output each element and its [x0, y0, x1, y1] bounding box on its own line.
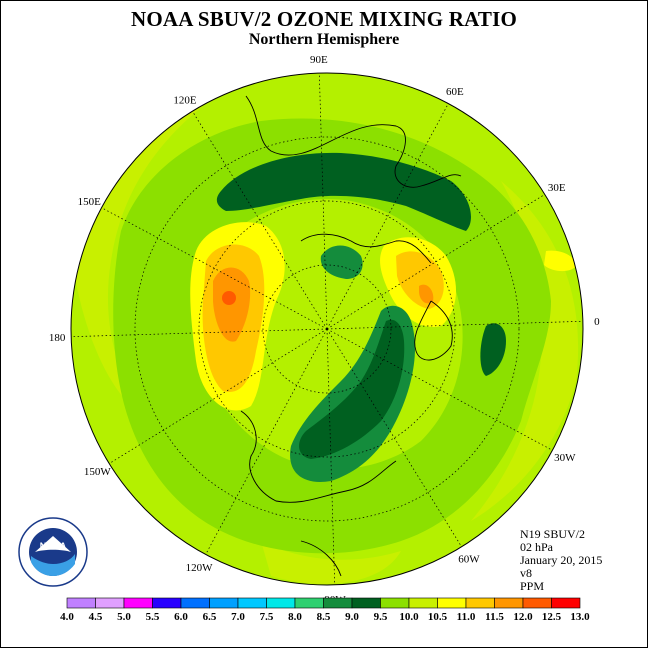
- coast-arctic: [300, 233, 432, 264]
- longitude-label: 30E: [548, 182, 566, 194]
- longitude-label: 90E: [310, 54, 328, 66]
- colorbar-cell: [494, 597, 524, 609]
- field-dark-spot-east: [480, 323, 506, 376]
- colorbar-tick-label: 6.5: [203, 611, 217, 623]
- colorbar-tick-label: 8.0: [288, 611, 302, 623]
- colorbar-tick-label: 9.0: [345, 611, 359, 623]
- colorbar-cell: [123, 597, 153, 609]
- colorbar-cell: [437, 597, 467, 609]
- logo-bird-icon: [35, 536, 71, 552]
- info-date: January 20, 2015: [520, 553, 603, 567]
- meridian-line: [205, 328, 328, 555]
- colorbar-labels: 4.0 4.5 5.0 5.5 6.0 6.5 7.0 7.5 8.0 8.5 9.0 9.5 10.0…: [60, 611, 590, 623]
- colorbar-cell: [323, 597, 353, 609]
- colorbar-cell: [152, 597, 182, 609]
- meridian-line: [326, 103, 449, 330]
- colorbar-tick-label: 4.0: [60, 611, 74, 623]
- field-light-band-south: [261, 541, 401, 584]
- longitude-label: 60E: [446, 86, 464, 98]
- colorbar-cell: [209, 597, 239, 609]
- colorbar-cell: [351, 597, 381, 609]
- field-max-west: [222, 291, 236, 305]
- meridian-line: [71, 328, 328, 338]
- colorbar-cell: [522, 597, 552, 609]
- info-satellite: N19 SBUV/2: [520, 527, 586, 541]
- colorbar-tick-label: 12.0: [513, 611, 533, 623]
- colorbar-tick-label: 7.5: [260, 611, 274, 623]
- colorbar-cell: [465, 597, 495, 609]
- colorbar-tick-label: 10.0: [399, 611, 419, 623]
- coast-north-america: [240, 410, 397, 503]
- coast-europe: [414, 300, 453, 361]
- colorbar-cell: [294, 597, 324, 609]
- page-title: NOAA SBUV/2 OZONE MIXING RATIO: [131, 7, 517, 31]
- colorbar-cell: [551, 597, 581, 609]
- latitude-circle-30: [134, 136, 520, 522]
- coast-central-america: [300, 540, 342, 577]
- meridian-line: [326, 320, 583, 330]
- latitude-circle-70: [262, 264, 392, 394]
- field-deep-orange-east: [419, 284, 434, 304]
- field-yellow-far-east: [544, 250, 576, 272]
- page-subtitle: Northern Hemisphere: [248, 31, 400, 48]
- colorbar-cells: [66, 597, 581, 609]
- latitude-circle-50: [198, 200, 456, 458]
- longitude-label: 150W: [84, 466, 112, 478]
- noaa-logo: NOAA: [17, 516, 89, 593]
- colorbar-tick-label: 5.0: [117, 611, 131, 623]
- field-dark-band-north: [216, 152, 471, 231]
- info-version: v8: [520, 566, 532, 580]
- colorbar-tick-label: 12.5: [542, 611, 562, 623]
- colorbar-tick-label: 5.5: [146, 611, 160, 623]
- colorbar-tick-label: 11.0: [457, 611, 476, 623]
- info-block: N19 SBUV/2 02 hPa January 20, 2015 v8 PP…: [520, 528, 602, 593]
- meridian-line: [326, 194, 545, 330]
- colorbar-tick-label: 4.5: [89, 611, 103, 623]
- colorbar-tick-label: 6.0: [174, 611, 188, 623]
- info-units: PPM: [520, 579, 545, 593]
- meridian-line: [318, 73, 328, 330]
- colorbar-tick-label: 10.5: [428, 611, 448, 623]
- coastlines: [240, 95, 462, 577]
- longitude-label: 0: [594, 316, 600, 328]
- longitude-label: 120W: [186, 562, 214, 574]
- longitude-label: 30W: [554, 452, 576, 464]
- colorbar-cell: [66, 597, 96, 609]
- longitude-label: 180: [49, 332, 66, 344]
- colorbar-cell: [180, 597, 210, 609]
- colorbar-cell: [380, 597, 410, 609]
- meridian-line: [192, 111, 328, 330]
- field-dark-atlantic: [299, 319, 405, 459]
- longitude-labels: 90E60E30E030W60W90W120W150W180150E120E: [49, 54, 600, 606]
- colorbar-cell: [95, 597, 125, 609]
- longitude-label: 60W: [458, 554, 480, 566]
- longitude-label: 120E: [173, 94, 197, 106]
- colorbar-cell: [237, 597, 267, 609]
- colorbar-tick-label: 8.5: [317, 611, 331, 623]
- meridian-line: [326, 328, 336, 585]
- coast-asia-north: [245, 95, 462, 188]
- colorbar-cell: [408, 597, 438, 609]
- meridian-line: [326, 328, 553, 451]
- info-level: 02 hPa: [520, 540, 553, 554]
- field-dark-spot-pole: [320, 245, 363, 279]
- meridian-line: [101, 207, 328, 330]
- meridian-line: [326, 328, 462, 547]
- logo-wave-icon: [31, 554, 75, 576]
- logo-text: NOAA: [40, 541, 67, 551]
- meridians: [71, 73, 583, 585]
- meridian-line: [109, 328, 328, 464]
- colorbar-tick-label: 11.5: [485, 611, 504, 623]
- map-boundary: [70, 72, 584, 586]
- colorbar-tick-label: 13.0: [570, 611, 590, 623]
- field-deep-orange-west: [213, 267, 251, 342]
- colorbar-tick-label: 7.0: [231, 611, 245, 623]
- colorbar-cell: [266, 597, 296, 609]
- graticule: [71, 73, 583, 585]
- longitude-label: 150E: [78, 196, 102, 208]
- colorbar-tick-label: 9.5: [374, 611, 388, 623]
